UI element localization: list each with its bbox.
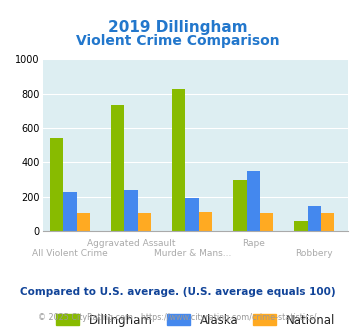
- Bar: [172, 88, 185, 231]
- Bar: [294, 221, 307, 231]
- Bar: [307, 206, 321, 231]
- Text: © 2025 CityRating.com - https://www.cityrating.com/crime-statistics/: © 2025 CityRating.com - https://www.city…: [38, 313, 317, 322]
- Bar: [260, 213, 273, 231]
- Bar: [124, 190, 138, 231]
- Bar: [246, 171, 260, 231]
- Text: Rape: Rape: [242, 239, 265, 248]
- Text: Compared to U.S. average. (U.S. average equals 100): Compared to U.S. average. (U.S. average …: [20, 287, 335, 297]
- Text: Murder & Mans...: Murder & Mans...: [153, 249, 231, 258]
- Bar: [185, 198, 199, 231]
- Bar: [63, 191, 77, 231]
- Text: All Violent Crime: All Violent Crime: [32, 249, 108, 258]
- Text: Robbery: Robbery: [295, 249, 333, 258]
- Bar: [321, 213, 334, 231]
- Bar: [50, 138, 63, 231]
- Bar: [138, 213, 151, 231]
- Text: 2019 Dillingham: 2019 Dillingham: [108, 20, 247, 35]
- Bar: [233, 181, 246, 231]
- Bar: [111, 105, 124, 231]
- Text: Violent Crime Comparison: Violent Crime Comparison: [76, 34, 279, 48]
- Bar: [77, 213, 90, 231]
- Legend: Dillingham, Alaska, National: Dillingham, Alaska, National: [51, 309, 340, 330]
- Text: Aggravated Assault: Aggravated Assault: [87, 239, 175, 248]
- Bar: [199, 212, 212, 231]
